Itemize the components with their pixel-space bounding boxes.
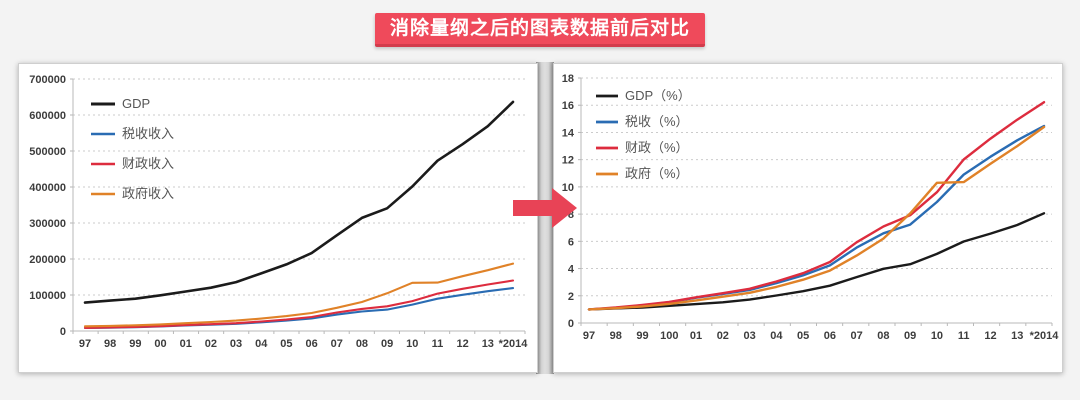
series-line-gdp-pct: [587, 212, 1046, 311]
x-tick-label: 08: [356, 338, 368, 350]
x-tick-label: *2014: [1030, 330, 1060, 342]
x-tick-label: 98: [610, 330, 622, 342]
x-tick-label: *2014: [499, 338, 529, 350]
x-tick-label: 09: [904, 330, 916, 342]
legend-label-gdp-pct: GDP（%）: [625, 88, 691, 103]
series-line-caizheng-pct: [587, 101, 1046, 311]
x-tick-label: 07: [851, 330, 863, 342]
x-tick-label: 04: [770, 330, 783, 342]
y-tick-label: 300000: [29, 218, 66, 230]
page-title: 消除量纲之后的图表数据前后对比: [389, 18, 691, 39]
x-tick-label: 12: [984, 330, 996, 342]
y-tick-label: 600000: [29, 110, 66, 122]
before-chart: 0 100000 200000 300000 400000 500000 600000 700…: [29, 74, 529, 350]
x-tick-label: 02: [717, 330, 729, 342]
x-tick-label: 13: [1011, 330, 1023, 342]
legend-label-caizheng-pct: 财政（%）: [625, 140, 689, 155]
x-tick-label: 12: [457, 338, 469, 350]
y-tick-label: 16: [562, 100, 574, 112]
x-tick-label: 98: [104, 338, 116, 350]
x-tick-label: 01: [690, 330, 702, 342]
arrow-shape: [513, 188, 577, 228]
transform-arrow-icon: [513, 188, 577, 228]
x-tick-label: 97: [583, 330, 595, 342]
x-tick-label: 00: [154, 338, 166, 350]
x-tick-label: 06: [305, 338, 317, 350]
y-tick-label: 18: [562, 73, 574, 85]
y-tick-label: 4: [568, 264, 575, 276]
x-tick-label: 06: [824, 330, 836, 342]
x-tick-label: 05: [280, 338, 292, 350]
y-tick-label: 12: [562, 155, 574, 167]
x-tick-label: 03: [743, 330, 755, 342]
y-tick-label: 200000: [29, 254, 66, 266]
y-tick-label: 8: [568, 209, 574, 221]
x-tick-label: 99: [129, 338, 141, 350]
x-tick-label: 99: [636, 330, 648, 342]
x-tick-label: 04: [255, 338, 268, 350]
y-tick-label: 0: [568, 318, 574, 330]
x-tick-label: 97: [79, 338, 91, 350]
y-tick-label: 14: [562, 127, 575, 139]
series-line-zhengfu-pct: [587, 125, 1046, 311]
chart-panel-before: 0 100000 200000 300000 400000 500000 600000 700…: [18, 63, 538, 373]
y-tick-label: 400000: [29, 182, 66, 194]
chart-panel-after: 0 2 4 6 8 10 12 14 16 18 97 98 99 100 01 02 03 04 05 06 07 08…: [553, 63, 1063, 373]
series-line-caizheng: [83, 279, 515, 329]
x-tick-label: 10: [406, 338, 418, 350]
x-tick-label: 02: [205, 338, 217, 350]
x-tick-label: 11: [432, 338, 444, 350]
x-tick-label: 05: [797, 330, 809, 342]
panel-divider: [536, 62, 554, 374]
y-tick-label: 100000: [29, 290, 66, 302]
legend-label-zhengfu-pct: 政府（%）: [625, 166, 689, 181]
x-tick-label: 100: [660, 330, 678, 342]
x-tick-label: 09: [381, 338, 393, 350]
legend-label-caizheng: 财政收入: [122, 156, 174, 171]
legend-label-shuishou: 税收收入: [122, 126, 174, 141]
series-line-zhengfu: [83, 262, 515, 328]
legend-label-shuishou-pct: 税收（%）: [625, 114, 689, 129]
x-tick-label: 13: [482, 338, 494, 350]
y-tick-label: 6: [568, 236, 574, 248]
x-tick-label: 10: [931, 330, 943, 342]
y-tick-label: 500000: [29, 146, 66, 158]
title-banner: 消除量纲之后的图表数据前后对比: [374, 13, 706, 47]
x-tick-label: 01: [180, 338, 192, 350]
legend-label-gdp: GDP: [122, 96, 150, 111]
y-tick-label: 700000: [29, 74, 66, 86]
y-tick-label: 0: [60, 326, 66, 338]
y-tick-label: 10: [562, 182, 574, 194]
x-tick-label: 11: [958, 330, 970, 342]
series-line-shuishou: [83, 287, 515, 330]
x-tick-label: 03: [230, 338, 242, 350]
series-line-gdp: [83, 100, 515, 304]
x-tick-label: 08: [877, 330, 889, 342]
legend-label-zhengfu: 政府收入: [122, 186, 174, 201]
x-tick-label: 07: [331, 338, 343, 350]
y-tick-label: 2: [568, 291, 574, 303]
